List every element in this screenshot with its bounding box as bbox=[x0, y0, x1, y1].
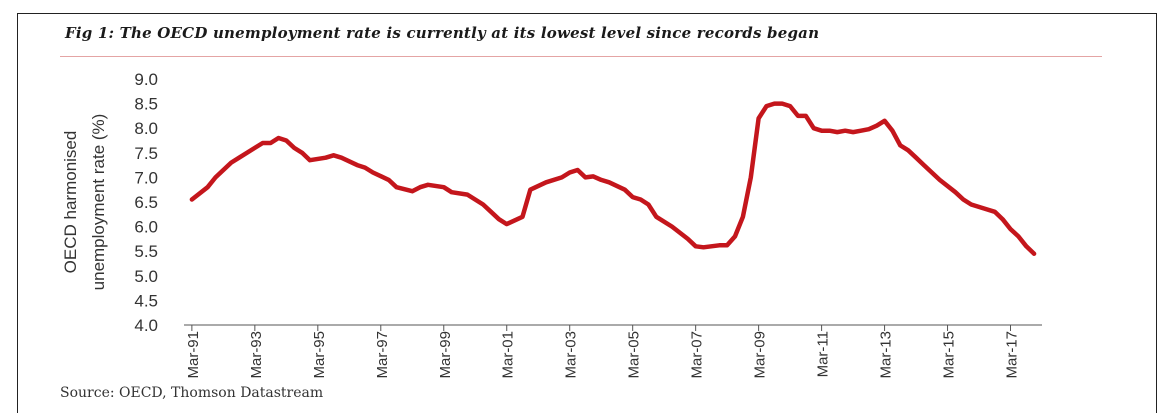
x-tick-label: Mar-03 bbox=[563, 331, 580, 379]
x-tick-label: Mar-11 bbox=[815, 331, 832, 377]
y-axis-title: unemployment rate (%) bbox=[89, 114, 108, 291]
source-note: Source: OECD, Thomson Datastream bbox=[60, 385, 324, 401]
y-tick-label: 8.5 bbox=[134, 95, 158, 114]
x-tick-label: Mar-07 bbox=[689, 331, 706, 379]
x-tick-label: Mar-93 bbox=[248, 331, 265, 379]
y-tick-label: 4.5 bbox=[134, 291, 158, 310]
y-tick-label: 6.0 bbox=[134, 218, 158, 237]
y-tick-label: 7.0 bbox=[134, 168, 158, 187]
figure-frame bbox=[17, 13, 1157, 413]
x-tick-label: Mar-15 bbox=[941, 331, 958, 379]
x-tick-label: Mar-91 bbox=[185, 331, 202, 379]
y-tick-label: 8.0 bbox=[134, 119, 158, 138]
y-tick-label: 9.0 bbox=[134, 70, 158, 89]
y-tick-label: 5.0 bbox=[134, 267, 158, 286]
x-tick-label: Mar-99 bbox=[437, 331, 454, 379]
y-tick-label: 6.5 bbox=[134, 193, 158, 212]
figure-title: Fig 1: The OECD unemployment rate is cur… bbox=[65, 24, 820, 42]
y-tick-label: 4.0 bbox=[134, 316, 158, 335]
y-tick-label: 5.5 bbox=[134, 242, 158, 261]
x-tick-label: Mar-09 bbox=[752, 331, 769, 379]
x-tick-label: Mar-01 bbox=[500, 331, 517, 379]
x-tick-label: Mar-17 bbox=[1004, 331, 1021, 379]
title-divider bbox=[60, 56, 1102, 57]
x-tick-label: Mar-95 bbox=[311, 331, 328, 379]
line-chart: 4.0 4.5 5.0 5.5 6.0 6.5 7.0 7.5 8.0 8.5 9.0 Mar-91 M… bbox=[61, 70, 1042, 379]
x-tick-label: Mar-13 bbox=[878, 331, 895, 379]
series-line-0 bbox=[189, 101, 1037, 256]
x-tick-label: Mar-97 bbox=[374, 331, 391, 379]
y-tick-label: 7.5 bbox=[134, 144, 158, 163]
x-tick-label: Mar-05 bbox=[626, 331, 643, 379]
y-axis-title: OECD harmonised bbox=[61, 131, 80, 274]
